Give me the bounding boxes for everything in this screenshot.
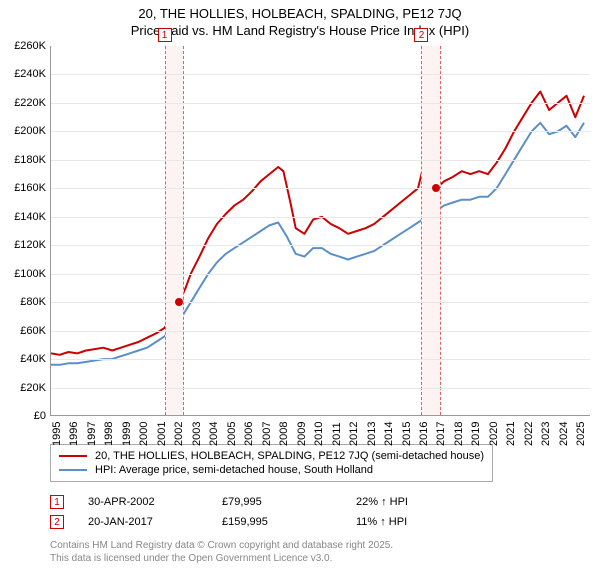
y-tick-label: £60K [0,325,46,337]
gridline [51,103,590,104]
y-tick-label: £260K [0,40,46,52]
x-tick-label: 2003 [191,422,203,446]
gridline [51,217,590,218]
event-marker-icon: 2 [50,515,64,529]
x-tick-label: 2022 [523,422,535,446]
chart-title-address: 20, THE HOLLIES, HOLBEACH, SPALDING, PE1… [0,6,600,21]
event-row: 1 30-APR-2002 £79,995 22% ↑ HPI [50,492,600,512]
gridline [51,274,590,275]
y-tick-label: £0 [0,410,46,422]
y-tick-label: £80K [0,296,46,308]
x-tick-label: 2005 [226,422,238,446]
x-tick-label: 2004 [208,422,220,446]
y-tick-label: £20K [0,382,46,394]
event-date: 30-APR-2002 [88,496,198,508]
y-tick-label: £240K [0,68,46,80]
x-tick-label: 2025 [575,422,587,446]
y-tick-label: £140K [0,211,46,223]
event-date: 20-JAN-2017 [88,516,198,528]
x-tick-label: 2012 [348,422,360,446]
band-marker-icon: 1 [158,28,172,42]
x-tick-label: 2014 [383,422,395,446]
x-tick-label: 2019 [470,422,482,446]
gridline [51,302,590,303]
legend-label: 20, THE HOLLIES, HOLBEACH, SPALDING, PE1… [95,450,484,462]
y-tick-label: £40K [0,353,46,365]
band-marker-icon: 2 [414,28,428,42]
copyright-caveat: Contains HM Land Registry data © Crown c… [50,540,590,565]
event-price: £79,995 [222,496,332,508]
chart-titles: 20, THE HOLLIES, HOLBEACH, SPALDING, PE1… [0,0,600,38]
x-tick-label: 1995 [51,422,63,446]
x-tick-label: 1996 [68,422,80,446]
x-tick-label: 2007 [261,422,273,446]
gridline [51,160,590,161]
x-tick-label: 2000 [138,422,150,446]
legend-item: 20, THE HOLLIES, HOLBEACH, SPALDING, PE1… [59,449,484,463]
event-price: £159,995 [222,516,332,528]
y-tick-label: £220K [0,97,46,109]
line-layer [51,46,591,416]
x-tick-label: 2015 [401,422,413,446]
chart-title-sub: Price paid vs. HM Land Registry's House … [0,23,600,38]
legend-box: 20, THE HOLLIES, HOLBEACH, SPALDING, PE1… [50,444,493,482]
y-tick-label: £180K [0,154,46,166]
gridline [51,74,590,75]
sale-dot-icon [175,298,183,306]
legend: 20, THE HOLLIES, HOLBEACH, SPALDING, PE1… [50,444,590,482]
x-tick-label: 1998 [103,422,115,446]
event-delta: 11% ↑ HPI [356,516,466,528]
gridline [51,331,590,332]
x-tick-label: 2023 [540,422,552,446]
x-tick-label: 2020 [488,422,500,446]
chart-container: 20, THE HOLLIES, HOLBEACH, SPALDING, PE1… [0,0,600,565]
x-tick-label: 2002 [173,422,185,446]
sale-dot-icon [432,184,440,192]
plot-area: £0£20K£40K£60K£80K£100K£120K£140K£160K£1… [50,46,590,416]
legend-item: HPI: Average price, semi-detached house,… [59,463,484,477]
x-tick-label: 2018 [453,422,465,446]
caveat-line: This data is licensed under the Open Gov… [50,553,590,566]
event-list: 1 30-APR-2002 £79,995 22% ↑ HPI 2 20-JAN… [50,492,600,532]
y-tick-label: £100K [0,268,46,280]
x-tick-label: 2013 [366,422,378,446]
x-tick-label: 2021 [505,422,517,446]
x-tick-label: 2006 [243,422,255,446]
x-tick-label: 2016 [418,422,430,446]
caveat-line: Contains HM Land Registry data © Crown c… [50,540,590,553]
gridline [51,388,590,389]
x-tick-label: 2010 [313,422,325,446]
y-tick-label: £200K [0,125,46,137]
gridline [51,131,590,132]
gridline [51,245,590,246]
event-delta: 22% ↑ HPI [356,496,466,508]
x-tick-label: 2017 [435,422,447,446]
event-row: 2 20-JAN-2017 £159,995 11% ↑ HPI [50,512,600,532]
x-tick-label: 2008 [278,422,290,446]
x-tick-label: 2024 [558,422,570,446]
x-tick-label: 1997 [86,422,98,446]
legend-swatch [59,469,87,471]
legend-swatch [59,455,87,457]
event-marker-icon: 1 [50,495,64,509]
x-tick-label: 1999 [121,422,133,446]
gridline [51,359,590,360]
x-tick-label: 2011 [331,422,343,446]
legend-label: HPI: Average price, semi-detached house,… [95,464,373,476]
x-tick-label: 2009 [296,422,308,446]
y-tick-label: £160K [0,182,46,194]
gridline [51,188,590,189]
x-tick-label: 2001 [156,422,168,446]
y-tick-label: £120K [0,239,46,251]
